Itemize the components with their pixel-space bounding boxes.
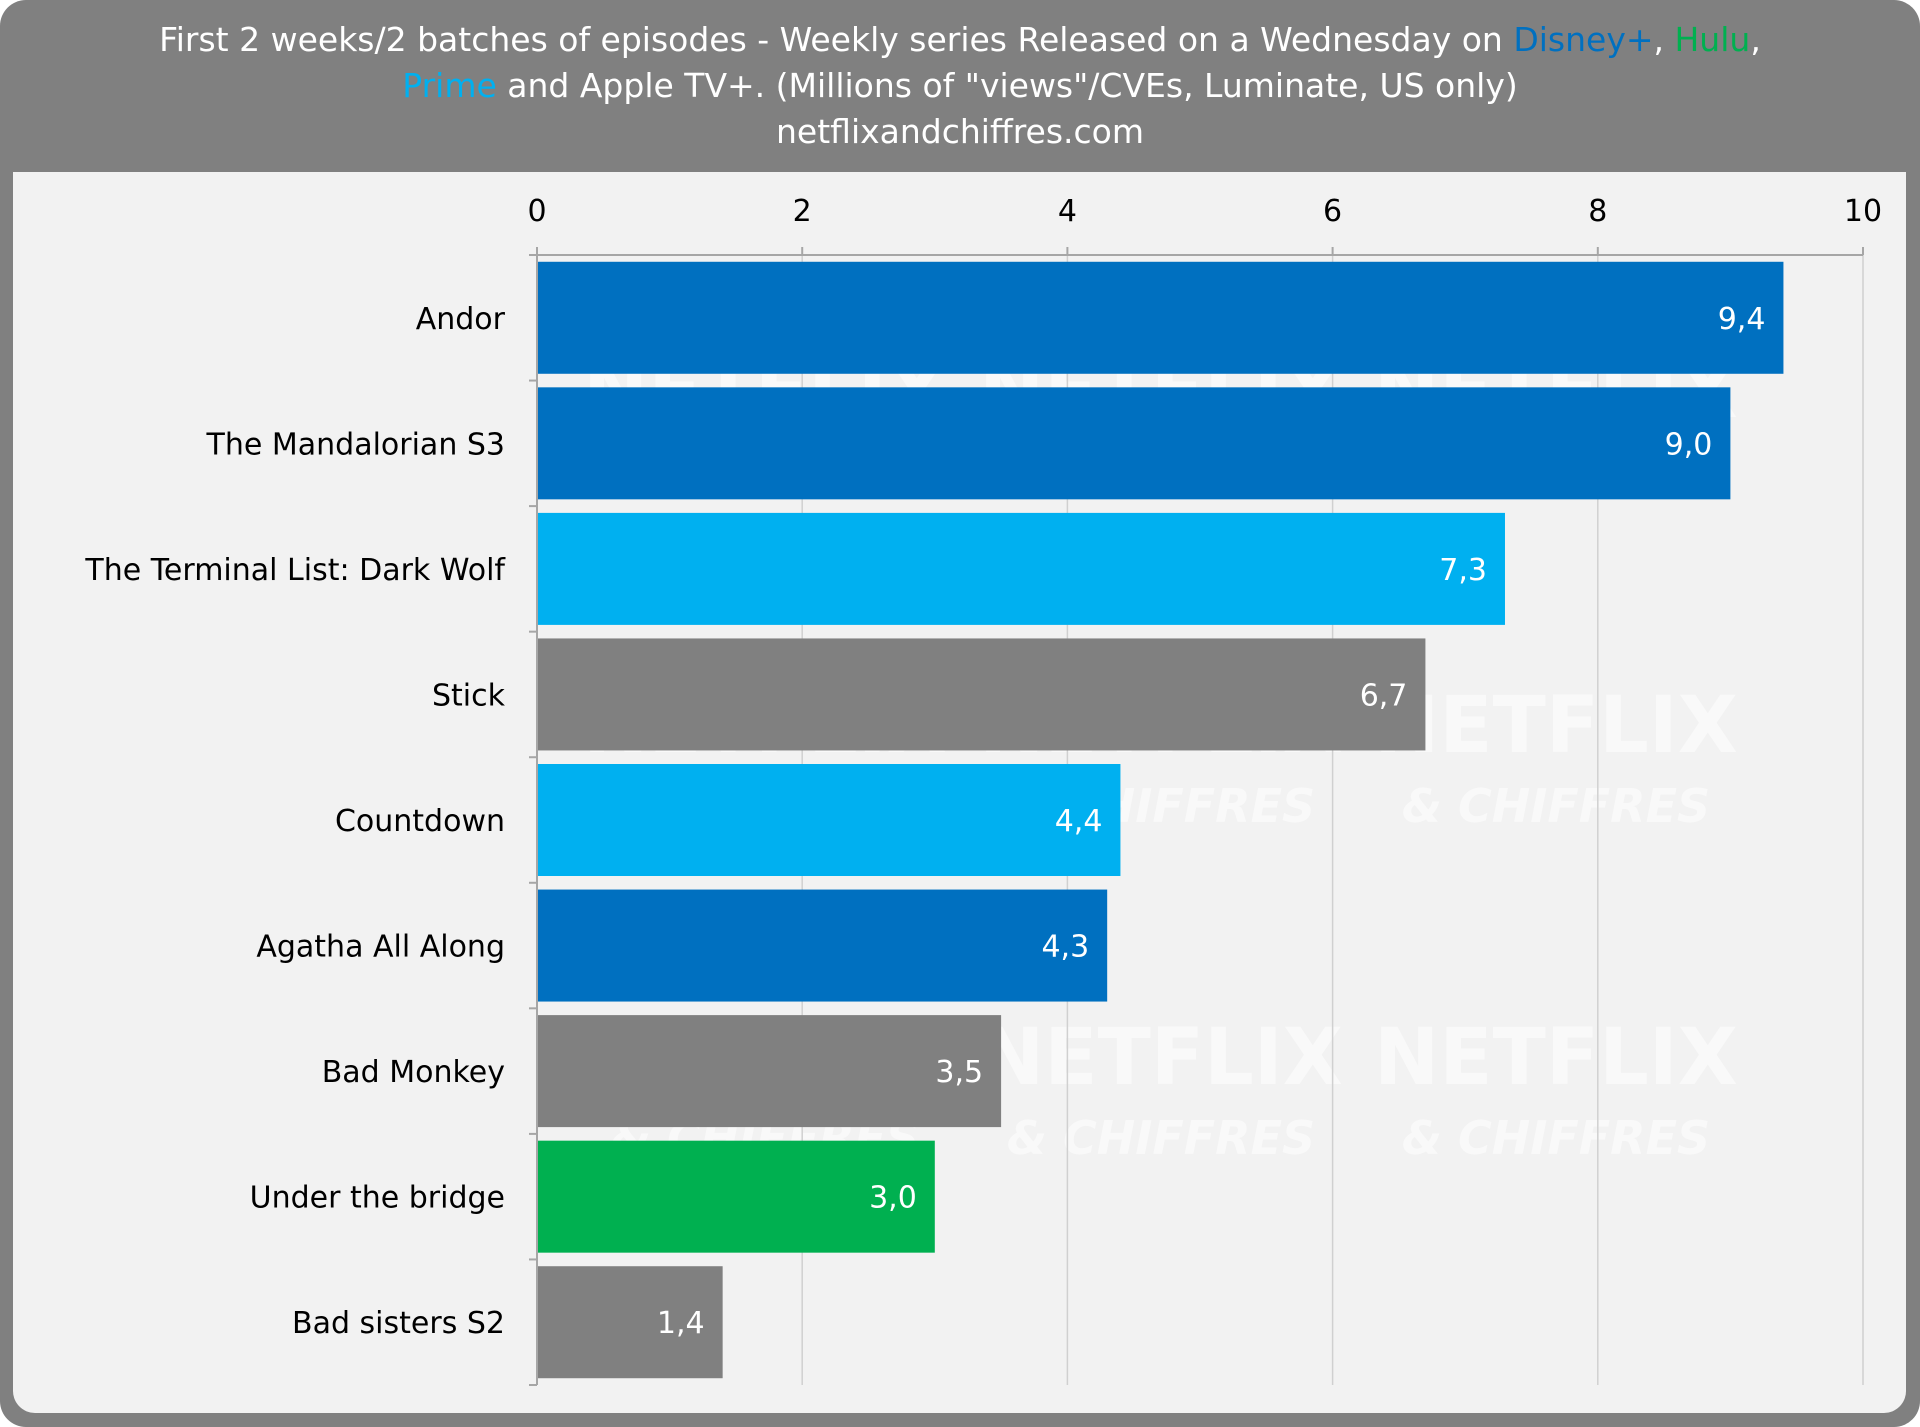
title-disney: Disney+ [1513,20,1654,59]
bar [537,638,1426,751]
title-comma-1: , [1653,20,1675,59]
watermark-netflix: NETFLIX [1374,1013,1738,1103]
x-tick-label: 8 [1588,194,1607,229]
category-label: The Mandalorian S3 [206,427,505,462]
title-line-2: Prime and Apple TV+. (Millions of "views… [0,63,1920,109]
title-line-3: netflixandchiffres.com [776,112,1144,151]
axis [529,247,1864,1386]
x-tick-label: 2 [793,194,812,229]
x-tick-label: 10 [1844,194,1882,229]
chart-title: First 2 weeks/2 batches of episodes - We… [0,0,1920,172]
title-text-1: First 2 weeks/2 batches of episodes - We… [159,20,1514,59]
value-label: 3,5 [935,1055,983,1090]
bars [537,261,1784,1379]
watermark-netflix: NETFLIX [979,1013,1343,1103]
value-label: 4,4 [1055,804,1103,839]
category-label: Countdown [335,804,505,839]
value-label: 9,0 [1665,427,1713,462]
x-tick-label: 4 [1058,194,1077,229]
watermark-chiffres: & CHIFFRES [1402,779,1710,833]
bar [537,889,1108,1002]
bar [537,512,1505,625]
value-label: 4,3 [1041,930,1089,965]
title-comma-2: , [1750,20,1761,59]
title-text-2: and Apple TV+. (Millions of "views"/CVEs… [496,66,1518,105]
x-tick-label: 6 [1323,194,1342,229]
title-prime: Prime [402,66,497,105]
watermark-chiffres: & CHIFFRES [1007,1111,1315,1165]
plot-panel: NETFLIX & CHIFFRES NETFLIX & CHIFFRES NETFLI… [13,172,1906,1413]
category-label: Bad sisters S2 [292,1306,505,1341]
category-label: Bad Monkey [322,1055,505,1090]
bar [537,1140,935,1253]
title-hulu: Hulu [1674,20,1751,59]
category-label: Stick [432,678,506,713]
bar-chart: NETFLIX & CHIFFRES NETFLIX & CHIFFRES NETFLI… [84,194,1882,1386]
watermark-netflix: NETFLIX [1374,681,1738,771]
category-label: The Terminal List: Dark Wolf [84,553,506,588]
category-label: Andor [416,302,506,337]
value-label: 6,7 [1360,678,1408,713]
bar [537,261,1784,374]
bar [537,1015,1002,1128]
value-label: 7,3 [1439,553,1487,588]
bar [537,764,1121,876]
watermark-chiffres: & CHIFFRES [1402,1111,1710,1165]
labels: 9,4 Andor 9,0 The Mandalorian S3 7,3 The Term… [84,194,1882,1341]
bar [537,1266,723,1379]
value-label: 1,4 [657,1306,705,1341]
value-label: 3,0 [869,1181,917,1216]
category-label: Agatha All Along [256,930,505,965]
value-label: 9,4 [1718,302,1766,337]
x-tick-label: 0 [527,194,546,229]
title-line-1: First 2 weeks/2 batches of episodes - We… [0,17,1920,63]
category-label: Under the bridge [250,1181,505,1216]
bar [537,387,1731,500]
